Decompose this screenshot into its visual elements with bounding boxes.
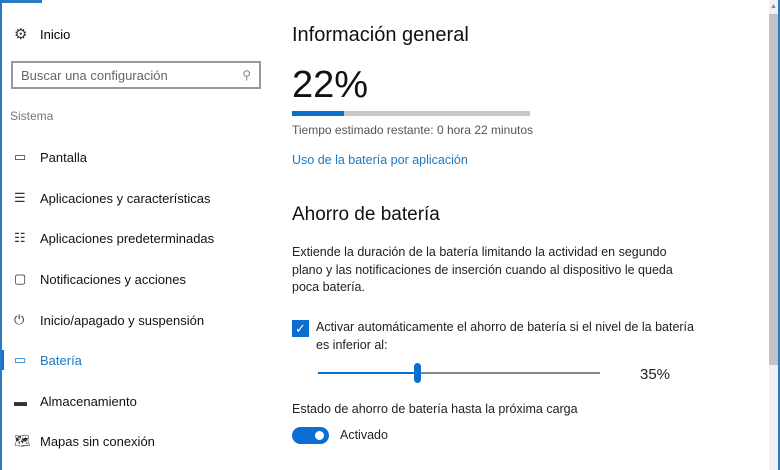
sidebar-item-battery[interactable]: ▭ Batería [0,348,270,372]
map-icon: 🗺 [14,433,31,448]
search-placeholder: Buscar una configuración [21,67,168,83]
saver-title: Ahorro de batería [292,204,440,225]
section-label: Sistema [10,109,54,123]
battery-percent: 22% [292,64,369,106]
sidebar-item-storage[interactable]: ▬ Almacenamiento [0,389,270,413]
window-accent [0,0,42,3]
sidebar-item-label: Inicio/apagado y suspensión [40,312,205,328]
saver-state-label: Estado de ahorro de batería hasta la pró… [292,402,578,416]
sidebar-item-apps[interactable]: ☰ Aplicaciones y características [0,186,270,210]
power-icon: ⏻ [14,312,25,327]
sidebar-item-label: Aplicaciones y características [40,190,211,206]
auto-saver-label: Activar automáticamente el ahorro de bat… [316,320,694,352]
search-icon[interactable]: ⚲ [242,68,251,82]
sidebar-item-maps[interactable]: 🗺 Mapas sin conexión [0,429,270,453]
scrollbar[interactable]: ▲ [769,0,778,470]
overview-title: Información general [292,24,469,46]
sidebar-item-label: Aplicaciones predeterminadas [40,230,215,246]
window-border-left [0,0,2,470]
checkmark-icon: ✓ [295,321,306,336]
sidebar-item-label: Pantalla [40,149,87,165]
threshold-slider[interactable] [318,363,600,383]
saver-description: Extiende la duración de la batería limit… [292,245,673,294]
battery-progress-fill [292,111,345,116]
sidebar-item-label: Batería [40,352,82,368]
toggle-knob [315,431,324,440]
sidebar-item-power[interactable]: ⏻ Inicio/apagado y suspensión [0,308,270,332]
nav-home[interactable]: ⚙ Inicio [14,25,70,43]
sidebar-item-default-apps[interactable]: ☷ Aplicaciones predeterminadas [0,226,270,250]
scroll-up-icon[interactable]: ▲ [770,3,777,10]
scrollbar-thumb[interactable] [769,14,778,365]
storage-icon: ▬ [14,393,27,409]
slider-thumb[interactable] [413,363,421,383]
battery-usage-link[interactable]: Uso de la batería por aplicación [292,153,468,167]
toggle-label: Activado [340,428,388,442]
battery-icon: ▭ [14,352,27,367]
time-estimate: Tiempo estimado restante: 0 hora 22 minu… [292,123,534,137]
battery-progress [292,111,530,116]
threshold-value: 35% [640,366,671,383]
sidebar-item-notifications[interactable]: ▢ Notificaciones y acciones [0,267,270,291]
slider-fill [318,372,417,374]
search-input[interactable]: Buscar una configuración ⚲ [11,61,261,89]
sidebar-item-label: Almacenamiento [40,393,137,409]
notification-icon: ▢ [14,271,27,286]
default-apps-icon: ☷ [14,230,26,245]
sidebar: ⚙ Inicio Buscar una configuración ⚲ Sist… [0,0,275,470]
saver-toggle[interactable] [292,427,329,444]
auto-saver-checkbox[interactable]: ✓ [292,320,309,337]
sidebar-item-label: Notificaciones y acciones [40,271,186,287]
active-indicator [0,350,4,370]
sidebar-item-label: Mapas sin conexión [40,433,155,449]
window-border-right [778,0,780,470]
nav-home-label: Inicio [40,26,71,42]
list-icon: ☰ [14,190,26,205]
sidebar-item-pantalla[interactable]: ▭ Pantalla [0,145,270,169]
gear-icon: ⚙ [14,26,28,43]
monitor-icon: ▭ [14,149,27,164]
